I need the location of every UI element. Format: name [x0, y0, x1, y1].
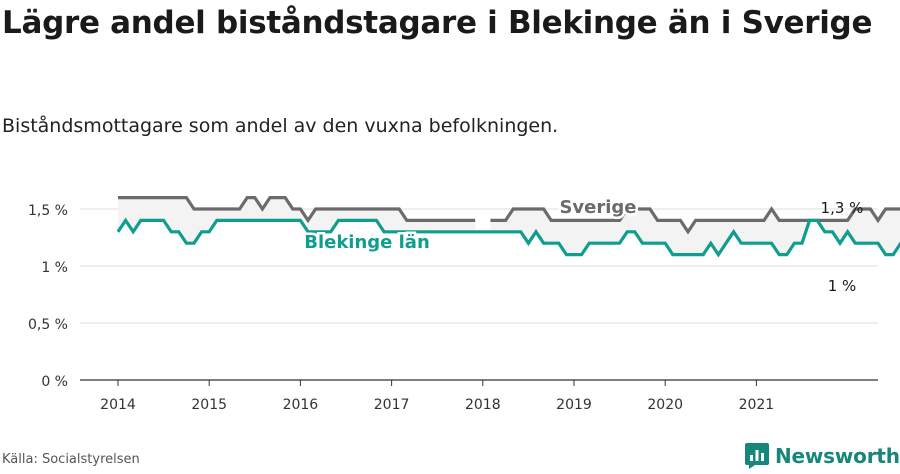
gap-area	[490, 209, 900, 255]
series-label-blekinge: Blekinge län	[304, 232, 430, 253]
x-tick-label: 2018	[465, 397, 501, 413]
x-tick-label: 2019	[556, 397, 592, 413]
end-label-blekinge: 1 %	[828, 277, 857, 295]
chart-title: Lägre andel biståndstagare i Blekinge än…	[2, 5, 873, 41]
x-tick-label: 2014	[100, 397, 136, 413]
series-line-sverige	[118, 196, 900, 235]
source-note: Källa: Socialstyrelsen	[2, 452, 140, 467]
y-tick-label: 1 %	[41, 260, 68, 276]
x-tick-label: 2017	[374, 397, 410, 413]
x-tick-label: 2020	[647, 397, 683, 413]
end-label-sverige: 1,3 %	[821, 199, 864, 217]
series-labels: 1,3 % 1 % Sverige Blekinge län	[302, 195, 864, 296]
series-line-blekinge	[116, 217, 900, 258]
newsworthy-logo-icon	[745, 443, 769, 469]
x-tick-label: 2015	[191, 397, 227, 413]
series-lines	[116, 196, 900, 258]
x-axis: 2014 2015 2016 2017 2018 2019 2020 2021	[80, 379, 878, 413]
chart-subtitle: Biståndsmottagare som andel av den vuxna…	[2, 115, 559, 137]
y-tick-label: 1,5 %	[28, 203, 68, 219]
brand-name: Newsworthy	[775, 444, 900, 468]
brand-logo: Newsworthy	[745, 443, 900, 469]
y-tick-label: 0 %	[41, 374, 68, 390]
x-tick-label: 2021	[739, 397, 775, 413]
series-label-sverige: Sverige	[559, 197, 636, 218]
x-tick-label: 2016	[283, 397, 319, 413]
y-tick-label: 0,5 %	[28, 317, 68, 333]
gridlines: 0 % 0,5 % 1 % 1,5 %	[28, 203, 878, 390]
